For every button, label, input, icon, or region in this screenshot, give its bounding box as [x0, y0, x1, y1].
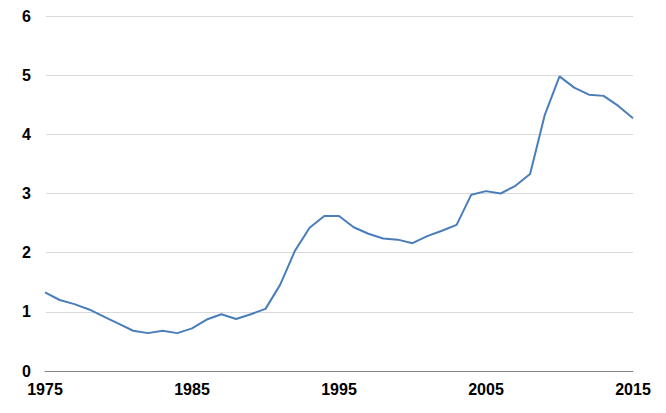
svg-text:2005: 2005	[468, 381, 504, 398]
svg-text:2: 2	[22, 244, 31, 261]
svg-text:1985: 1985	[174, 381, 210, 398]
svg-text:1: 1	[22, 303, 31, 320]
svg-text:0: 0	[22, 363, 31, 380]
svg-text:1975: 1975	[27, 381, 63, 398]
svg-text:5: 5	[22, 67, 31, 84]
svg-text:6: 6	[22, 8, 31, 25]
svg-text:1995: 1995	[321, 381, 357, 398]
svg-text:2015: 2015	[615, 381, 651, 398]
svg-text:3: 3	[22, 185, 31, 202]
svg-text:4: 4	[22, 126, 31, 143]
